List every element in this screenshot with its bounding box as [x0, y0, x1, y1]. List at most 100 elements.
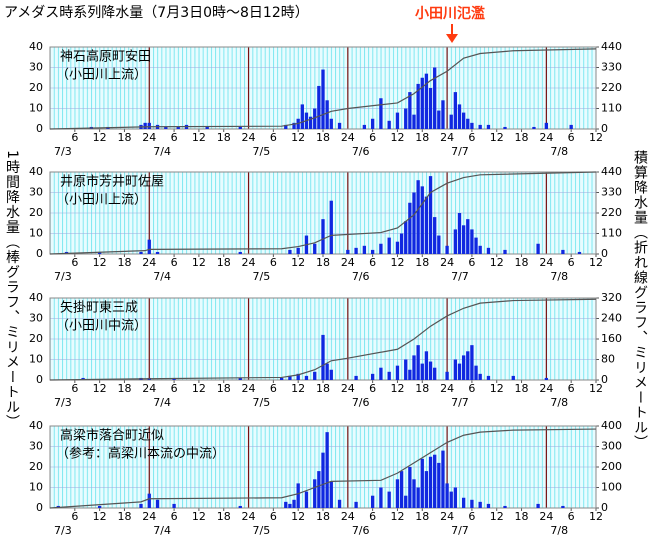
station-name: 高梁市落合町近似 — [60, 428, 164, 444]
x-tick-label: 12 — [589, 131, 603, 144]
bar — [428, 176, 433, 254]
bar — [420, 77, 424, 129]
bar — [561, 249, 565, 254]
x-tick-label: 12 — [93, 382, 107, 395]
y2-tick-label: 200 — [601, 460, 622, 473]
x-tick-label: 6 — [171, 131, 178, 144]
bar — [461, 355, 466, 380]
bar — [453, 487, 458, 508]
bar — [308, 116, 313, 129]
bar — [147, 493, 151, 508]
bar — [408, 467, 412, 508]
bar — [279, 377, 284, 380]
y2-tick-label: 0 — [601, 122, 608, 135]
arrow-head — [446, 34, 458, 43]
date-label: 7/7 — [451, 270, 469, 283]
bar — [354, 501, 358, 508]
bar — [325, 363, 329, 380]
x-tick-label: 12 — [291, 510, 305, 523]
bar — [420, 186, 424, 254]
bar — [511, 375, 515, 380]
bar — [478, 124, 482, 129]
station-note: （小田川中流） — [56, 319, 147, 334]
x-tick-label: 12 — [490, 131, 504, 144]
x-tick-label: 6 — [468, 256, 475, 269]
x-tick-label: 12 — [192, 382, 206, 395]
x-tick-label: 12 — [93, 256, 107, 269]
bar — [466, 118, 470, 129]
y2-tick-label: 0 — [601, 501, 608, 514]
x-tick-label: 12 — [589, 510, 603, 523]
bar — [478, 245, 482, 254]
x-tick-label: 6 — [568, 510, 575, 523]
x-tick-label: 6 — [468, 131, 475, 144]
bar — [470, 345, 474, 380]
bar — [478, 373, 482, 380]
x-tick-label: 18 — [515, 382, 529, 395]
bar — [453, 92, 458, 129]
bar — [503, 126, 507, 129]
date-label: 7/7 — [451, 145, 469, 158]
bar — [461, 497, 466, 508]
bar — [238, 377, 242, 380]
x-tick-label: 6 — [71, 256, 78, 269]
bar — [408, 92, 412, 129]
bar — [97, 251, 102, 254]
bar — [147, 239, 151, 254]
bar — [370, 118, 375, 129]
x-tick-label: 24 — [539, 131, 553, 144]
y2-tick-label: 240 — [601, 312, 622, 325]
y-tick-label: 30 — [29, 61, 43, 74]
station-name: 井原市芳井町佐屋 — [60, 174, 164, 190]
y-tick-label: 20 — [29, 206, 43, 219]
bar — [404, 108, 408, 129]
bar — [325, 100, 329, 129]
bar — [139, 503, 143, 508]
x-tick-label: 6 — [71, 382, 78, 395]
bar — [433, 67, 437, 129]
bar — [441, 100, 445, 129]
y-tick-label: 40 — [29, 291, 43, 304]
x-tick-label: 18 — [117, 131, 131, 144]
x-tick-label: 18 — [415, 131, 429, 144]
cumulative-line — [49, 428, 597, 509]
bar — [284, 501, 288, 508]
bar — [544, 122, 549, 129]
y-tick-label: 10 — [29, 227, 43, 240]
bar — [300, 104, 304, 129]
bar — [457, 213, 462, 254]
date-label: 7/4 — [153, 145, 171, 158]
bar — [288, 249, 292, 254]
bar — [296, 373, 300, 380]
bar — [387, 237, 391, 254]
bar — [321, 69, 325, 129]
date-label: 7/6 — [352, 524, 370, 537]
date-label: 7/3 — [54, 145, 72, 158]
bar — [486, 375, 491, 380]
x-tick-label: 6 — [270, 131, 277, 144]
bar — [313, 108, 317, 129]
bar — [143, 122, 147, 129]
x-tick-label: 18 — [217, 510, 231, 523]
station-note: （小田川上流） — [56, 68, 147, 83]
x-tick-label: 24 — [142, 510, 156, 523]
y-tick-label: 40 — [29, 419, 43, 432]
y2-tick-label: 110 — [601, 102, 622, 115]
y-tick-label: 0 — [36, 373, 43, 386]
bar — [313, 243, 317, 254]
date-label: 7/6 — [352, 145, 370, 158]
x-tick-label: 6 — [270, 256, 277, 269]
bar — [379, 98, 383, 129]
bar — [395, 365, 400, 380]
x-tick-label: 24 — [142, 131, 156, 144]
bar — [379, 487, 383, 508]
x-tick-label: 24 — [341, 382, 355, 395]
bar — [238, 251, 242, 254]
bar — [395, 241, 400, 254]
bar — [445, 245, 449, 254]
x-tick-label: 12 — [192, 510, 206, 523]
x-tick-label: 18 — [515, 256, 529, 269]
bar — [466, 351, 470, 380]
bar — [329, 481, 333, 508]
bar — [433, 217, 437, 254]
